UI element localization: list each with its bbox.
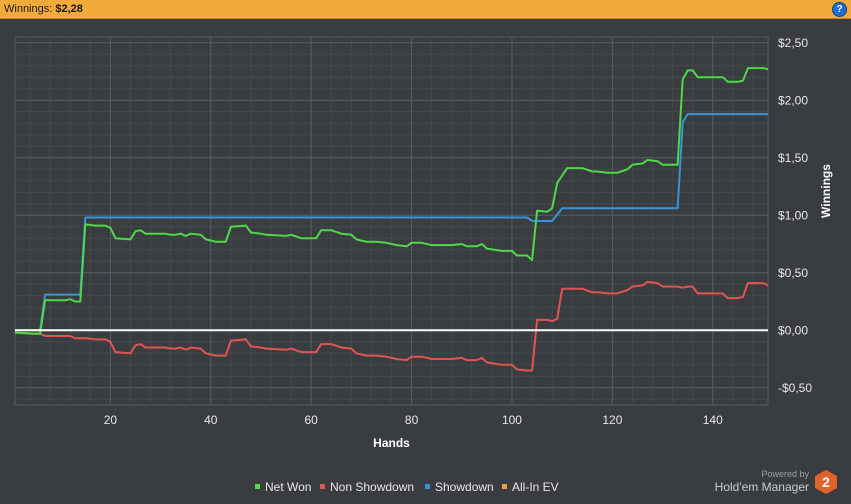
legend-label: Showdown <box>435 480 494 494</box>
series-line-net-won <box>14 67 769 335</box>
legend-item-net-won[interactable]: Net Won <box>255 480 311 494</box>
powered-by-label: Powered by <box>761 469 809 479</box>
legend-item-all-in-ev[interactable]: All-In EV <box>502 480 559 494</box>
brand-name: Hold'em Manager <box>714 480 809 494</box>
x-tick-label: 100 <box>502 413 522 427</box>
x-tick-label: 40 <box>204 413 218 427</box>
title-bar: Winnings: $2,28 ? <box>0 0 851 19</box>
legend-item-non-showdown[interactable]: Non Showdown <box>320 480 414 494</box>
y-tick-label: -$0,50 <box>778 381 812 395</box>
y-tick-label: $1,00 <box>778 208 808 222</box>
x-tick-label: 20 <box>104 413 118 427</box>
winnings-title: Winnings: $2,28 <box>4 3 83 15</box>
chart-legend: Net Won Non Showdown Showdown All-In EV <box>0 480 851 494</box>
help-icon[interactable]: ? <box>832 2 847 17</box>
y-axis-label: Winnings <box>819 164 833 218</box>
x-tick-label: 60 <box>305 413 319 427</box>
y-tick-label: $0,50 <box>778 266 808 280</box>
y-tick-label: $2,00 <box>778 93 808 107</box>
winnings-chart: 20 40 60 80 100 120 140 -$0,50 $0,00 $0,50 $1,00 $1… <box>0 19 851 499</box>
legend-label: All-In EV <box>512 480 559 494</box>
winnings-label: Winnings: <box>4 3 53 15</box>
series-line-showdown <box>15 113 768 332</box>
chart-svg: 20 40 60 80 100 120 140 -$0,50 $0,00 $0,50 $1,00 $1… <box>14 36 833 450</box>
logo-text: 2 <box>822 474 830 490</box>
x-tick-label: 140 <box>703 413 723 427</box>
winnings-value: $2,28 <box>55 3 83 15</box>
y-tick-label: $1,50 <box>778 151 808 165</box>
legend-swatch <box>320 484 325 490</box>
x-axis-label: Hands <box>373 436 410 450</box>
legend-swatch <box>255 484 260 490</box>
hem2-logo-icon: 2 <box>815 470 837 494</box>
x-tick-label: 120 <box>602 413 622 427</box>
legend-label: Non Showdown <box>330 480 415 494</box>
y-tick-label: $0,00 <box>778 323 808 337</box>
legend-item-showdown[interactable]: Showdown <box>425 480 494 494</box>
x-tick-label: 80 <box>405 413 419 427</box>
legend-label: Net Won <box>265 480 312 494</box>
legend-swatch <box>502 484 507 490</box>
legend-swatch <box>425 484 430 490</box>
series-line-non-showdown <box>14 280 769 372</box>
y-tick-label: $2,50 <box>778 36 808 50</box>
